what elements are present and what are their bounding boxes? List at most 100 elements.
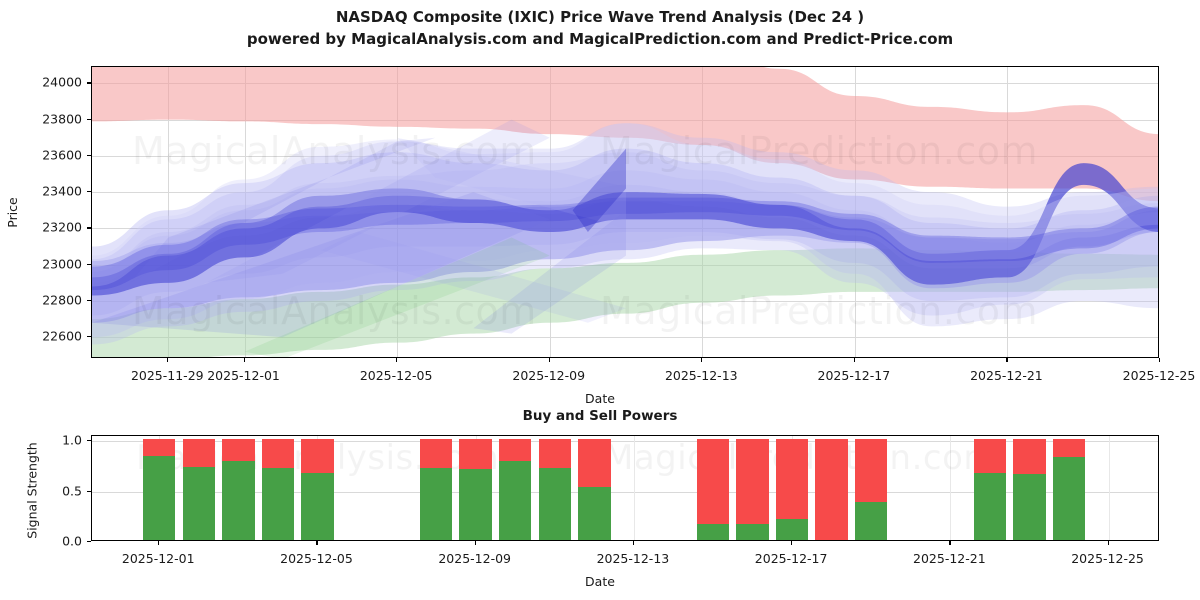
price-x-tick-label: 2025-12-25 bbox=[1122, 368, 1196, 383]
bars-layer bbox=[92, 436, 1158, 540]
gridline-v bbox=[950, 436, 952, 540]
price-x-tick-label: 2025-12-01 bbox=[207, 368, 280, 383]
sell-power-segment bbox=[182, 439, 215, 468]
sell-power-segment bbox=[538, 439, 571, 469]
signal-bar[interactable] bbox=[222, 439, 255, 540]
x-tick-mark bbox=[701, 358, 703, 362]
price-wave-bands bbox=[92, 67, 1158, 357]
gridline-v bbox=[1108, 436, 1110, 540]
page-title: NASDAQ Composite (IXIC) Price Wave Trend… bbox=[0, 6, 1200, 50]
buy-power-segment bbox=[775, 518, 809, 540]
signal-bar[interactable] bbox=[973, 439, 1007, 540]
signal-bar[interactable] bbox=[459, 439, 492, 540]
x-tick-mark bbox=[853, 358, 856, 362]
wave-ray bbox=[92, 192, 550, 338]
signal-y-tick-label: 0.5 bbox=[62, 483, 82, 499]
sell-power-segment bbox=[775, 439, 809, 519]
price-x-tick-label: 2025-12-17 bbox=[817, 368, 891, 383]
signal-x-tick-label: 2025-12-21 bbox=[913, 551, 986, 566]
price-y-tick-label: 22800 bbox=[42, 292, 82, 308]
gridline-h bbox=[92, 155, 1158, 157]
signal-bar[interactable] bbox=[578, 439, 611, 540]
x-tick-mark bbox=[632, 541, 635, 545]
buy-power-segment bbox=[222, 461, 255, 540]
price-x-tick-label: 2025-12-05 bbox=[359, 368, 433, 383]
signal-x-tick-label: 2025-12-01 bbox=[121, 551, 195, 566]
buy-power-segment bbox=[1052, 457, 1086, 540]
x-tick-mark bbox=[1159, 358, 1161, 362]
price-y-tick-label: 23400 bbox=[42, 183, 82, 199]
y-tick-mark bbox=[87, 118, 91, 120]
title-line-1: NASDAQ Composite (IXIC) Price Wave Trend… bbox=[335, 8, 865, 26]
signal-bar[interactable] bbox=[696, 439, 730, 540]
signal-bar[interactable] bbox=[499, 439, 532, 540]
signal-bar[interactable] bbox=[538, 439, 571, 540]
y-tick-mark bbox=[87, 299, 91, 302]
signal-bar[interactable] bbox=[855, 439, 888, 540]
buy-power-segment bbox=[182, 467, 215, 540]
x-tick-mark bbox=[243, 358, 245, 362]
x-tick-mark bbox=[949, 541, 951, 545]
wave-ray bbox=[206, 119, 550, 283]
x-tick-mark bbox=[1107, 541, 1109, 545]
signal-bar[interactable] bbox=[775, 439, 809, 540]
x-tick-mark bbox=[167, 358, 169, 362]
signal-bar[interactable] bbox=[182, 439, 215, 540]
signal-bar[interactable] bbox=[261, 439, 295, 540]
sell-power-segment bbox=[736, 439, 769, 524]
wave-band bbox=[92, 67, 1158, 202]
sell-power-segment bbox=[815, 439, 848, 540]
buy-power-segment bbox=[855, 501, 888, 540]
signal-x-tick-label: 2025-12-25 bbox=[1071, 551, 1144, 566]
signal-bar[interactable] bbox=[736, 439, 769, 540]
y-tick-mark bbox=[87, 154, 91, 157]
sell-power-segment bbox=[855, 439, 888, 502]
buy-sell-powers-panel: Buy and Sell Powers MagicalAnalysis.com … bbox=[0, 408, 1200, 600]
signal-bar[interactable] bbox=[301, 439, 334, 540]
signal-y-tick-label: 1.0 bbox=[62, 432, 82, 448]
sell-power-segment bbox=[419, 439, 453, 469]
price-wave-chart-panel: MagicalAnalysis.com MagicalPrediction.co… bbox=[0, 50, 1200, 406]
price-plot-area: MagicalAnalysis.com MagicalPrediction.co… bbox=[91, 66, 1159, 358]
sell-power-segment bbox=[499, 439, 532, 462]
sell-power-segment bbox=[578, 439, 611, 487]
y-tick-mark bbox=[87, 490, 91, 492]
gridline-v bbox=[1007, 67, 1009, 357]
sell-power-segment bbox=[973, 439, 1007, 474]
buy-power-segment bbox=[143, 456, 176, 540]
wave-ray bbox=[320, 232, 626, 323]
price-y-axis-label: Price bbox=[4, 197, 20, 228]
signal-bar[interactable] bbox=[1052, 439, 1086, 540]
price-x-axis-label: Date bbox=[585, 391, 615, 406]
sell-power-segment bbox=[222, 439, 255, 462]
y-tick-mark bbox=[87, 82, 91, 84]
sell-power-segment bbox=[1013, 439, 1046, 475]
buy-power-segment bbox=[1013, 474, 1046, 540]
signal-bar[interactable] bbox=[1013, 439, 1046, 540]
x-tick-mark bbox=[316, 541, 318, 545]
gridline-h bbox=[92, 441, 1158, 443]
price-y-tick-label: 24000 bbox=[42, 74, 82, 90]
gridline-v bbox=[168, 67, 170, 357]
price-y-tick-label: 23600 bbox=[42, 147, 82, 163]
sell-power-segment bbox=[143, 439, 176, 457]
gridline-h bbox=[92, 491, 1158, 493]
signal-x-tick-label: 2025-12-09 bbox=[438, 551, 512, 566]
price-x-tick-label: 2025-12-21 bbox=[970, 368, 1043, 383]
signal-y-tick-label: 0.0 bbox=[62, 533, 82, 549]
gridline-h bbox=[92, 228, 1158, 230]
signal-bar[interactable] bbox=[815, 439, 848, 540]
price-y-tick-label: 23800 bbox=[42, 111, 82, 127]
x-tick-mark bbox=[474, 541, 476, 545]
y-tick-mark bbox=[87, 263, 91, 265]
wave-ray bbox=[397, 137, 626, 229]
sell-power-segment bbox=[261, 439, 295, 469]
buy-power-segment bbox=[499, 461, 532, 540]
signal-bar[interactable] bbox=[419, 439, 453, 540]
price-y-tick-label: 22600 bbox=[42, 328, 82, 344]
y-tick-mark bbox=[87, 227, 91, 229]
x-tick-mark bbox=[158, 541, 160, 545]
sell-power-segment bbox=[459, 439, 492, 470]
signal-bar[interactable] bbox=[143, 439, 176, 540]
gridline-h bbox=[92, 337, 1158, 339]
